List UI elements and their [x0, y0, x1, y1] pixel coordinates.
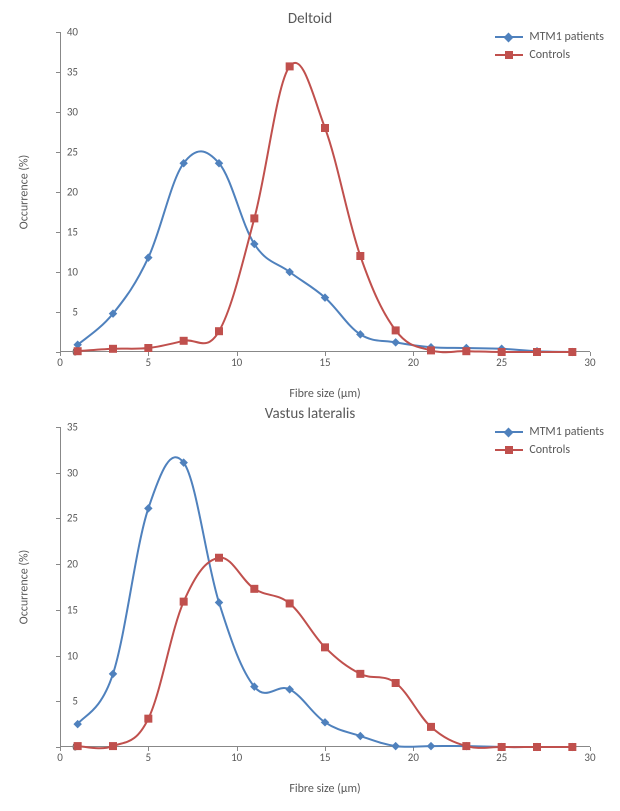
marker-square [74, 742, 82, 750]
marker-diamond [391, 338, 399, 346]
marker-diamond [356, 732, 364, 740]
marker-square [286, 599, 294, 607]
marker-diamond [215, 598, 223, 606]
y-axis-label: Occurrence (%) [14, 32, 34, 352]
series-line-0 [78, 457, 573, 747]
square-marker-icon [505, 446, 513, 454]
diamond-marker-icon [504, 427, 514, 437]
marker-square [180, 337, 188, 345]
legend-line-icon [495, 36, 523, 38]
series-line-1 [78, 63, 573, 352]
marker-square [74, 347, 82, 355]
marker-square [392, 326, 400, 334]
marker-square [180, 598, 188, 606]
legend-label: Controls [529, 443, 570, 457]
marker-square [109, 345, 117, 353]
legend-item: Controls [495, 48, 604, 62]
legend-label: MTM1 patients [529, 425, 604, 439]
marker-square [462, 347, 470, 355]
legend-line-icon [495, 449, 523, 451]
legend: MTM1 patients Controls [495, 30, 604, 66]
marker-square [144, 344, 152, 352]
marker-square [215, 327, 223, 335]
marker-square [109, 742, 117, 750]
marker-square [498, 743, 506, 751]
legend-label: Controls [529, 48, 570, 62]
legend-item: MTM1 patients [495, 30, 604, 44]
x-axis-label: Fibre size (µm) [60, 387, 590, 401]
marker-diamond [109, 670, 117, 678]
marker-square [356, 252, 364, 260]
legend-line-icon [495, 431, 523, 433]
marker-square [286, 62, 294, 70]
legend-label: MTM1 patients [529, 30, 604, 44]
marker-square [321, 124, 329, 132]
legend: MTM1 patients Controls [495, 425, 604, 461]
y-axis-label: Occurrence (%) [14, 427, 34, 747]
diamond-marker-icon [504, 32, 514, 42]
legend-item: Controls [495, 443, 604, 457]
x-axis-label: Fibre size (µm) [60, 782, 590, 796]
square-marker-icon [505, 51, 513, 59]
marker-square [462, 742, 470, 750]
marker-diamond [144, 504, 152, 512]
series-line-0 [78, 151, 573, 352]
marker-diamond [427, 742, 435, 750]
marker-square [356, 670, 364, 678]
marker-square [392, 679, 400, 687]
marker-square [144, 715, 152, 723]
marker-square [215, 554, 223, 562]
legend-line-icon [495, 54, 523, 56]
marker-square [533, 348, 541, 356]
marker-square [250, 214, 258, 222]
marker-square [498, 348, 506, 356]
marker-square [321, 643, 329, 651]
marker-square [568, 743, 576, 751]
marker-diamond [144, 253, 152, 261]
marker-square [250, 585, 258, 593]
marker-square [427, 346, 435, 354]
marker-square [568, 348, 576, 356]
chart-0: Deltoid0510152025303540051015202530Occur… [10, 10, 610, 405]
marker-square [427, 723, 435, 731]
marker-diamond [391, 742, 399, 750]
chart-1: Vastus lateralis051015202530350510152025… [10, 405, 610, 800]
legend-item: MTM1 patients [495, 425, 604, 439]
marker-square [533, 743, 541, 751]
